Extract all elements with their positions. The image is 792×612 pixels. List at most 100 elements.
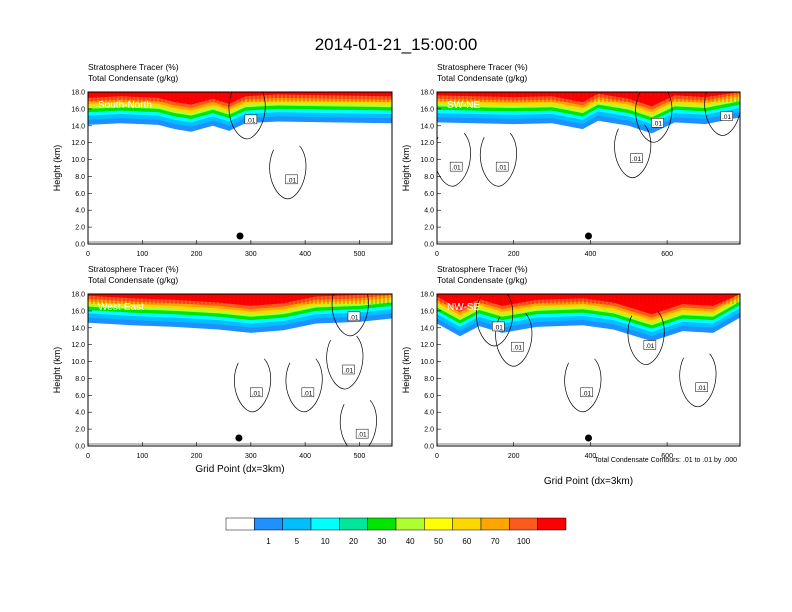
contour-label-box bbox=[250, 387, 263, 398]
plot-frame bbox=[87, 91, 393, 245]
y-tick-label: 8.0 bbox=[424, 376, 434, 383]
colorbar-swatch bbox=[367, 517, 397, 531]
cross-section-label: West-East bbox=[98, 302, 144, 313]
y-tick-label: 14.0 bbox=[420, 123, 434, 130]
colorbar-swatch bbox=[310, 517, 340, 531]
contour-label-box bbox=[511, 341, 524, 352]
colorbar-label: 70 bbox=[491, 537, 500, 546]
panel-top-left: .01 .01 South-North Stratosphere Tracer (%)… bbox=[52, 62, 393, 258]
y-tick-label: 16.0 bbox=[420, 106, 434, 113]
contour-label: .01 bbox=[632, 156, 641, 163]
contour-label: .01 bbox=[252, 390, 261, 397]
colorbar-swatch bbox=[339, 517, 368, 531]
plot-area-bottom-left: .01 .01 .01 .01 .01 bbox=[88, 294, 392, 446]
contour-label: .01 bbox=[358, 432, 367, 439]
plot-area-bottom-right: .01 .01 .01 .01 .01 bbox=[437, 294, 740, 445]
x-tick-label: 400 bbox=[585, 453, 597, 460]
contour-label: .01 bbox=[349, 314, 358, 321]
y-axis-label: Height (km) bbox=[52, 347, 62, 394]
x-tick-label: 600 bbox=[661, 453, 673, 460]
y-tick-label: 16.0 bbox=[71, 308, 85, 315]
panel-bottom-left: .01 .01 .01 .01 .01 West-East Stratosphere Tra… bbox=[52, 264, 393, 475]
y-tick-label: 2.0 bbox=[424, 427, 434, 434]
y-tick-label: 6.0 bbox=[75, 393, 85, 400]
y-tick-label: 8.0 bbox=[75, 174, 85, 181]
x-tick-label: 300 bbox=[245, 251, 257, 258]
panel-bottom-right: .01 .01 .01 .01 .01 NW-SE Stratosphere Tracer … bbox=[401, 264, 741, 487]
y-axis-label: Height (km) bbox=[401, 145, 411, 192]
colorbar-swatch bbox=[254, 517, 283, 531]
contour-label: .01 bbox=[582, 390, 591, 397]
contour-label: .01 bbox=[697, 385, 706, 392]
condensate-contour bbox=[476, 294, 514, 347]
y-axis-label: Height (km) bbox=[52, 145, 62, 192]
condensate-contour bbox=[627, 311, 665, 365]
y-tick-label: 10.0 bbox=[420, 359, 434, 366]
colorbar-swatch bbox=[282, 517, 312, 531]
y-axis-label: Height (km) bbox=[401, 347, 411, 394]
condensate-contour bbox=[339, 399, 377, 446]
cross-section-label: NW-SE bbox=[447, 302, 480, 313]
contour-label-box bbox=[695, 382, 708, 392]
colorbar: 1 5 10 20 30 40 50 60 70 100 bbox=[225, 517, 567, 546]
panel-title-line: Total Condensate (g/kg) bbox=[437, 73, 527, 83]
contour-label-box bbox=[720, 111, 733, 121]
condensate-contour bbox=[228, 92, 266, 140]
cross-section-label: SW-NE bbox=[447, 100, 480, 111]
x-tick-label: 100 bbox=[136, 453, 148, 460]
contour-label: .01 bbox=[303, 390, 312, 397]
contour-label-box bbox=[347, 311, 361, 322]
colorbar-label: 30 bbox=[377, 537, 386, 546]
panel-title-line: Stratosphere Tracer (%) bbox=[437, 62, 528, 72]
contour-label-box bbox=[495, 161, 509, 172]
x-tick-label: 400 bbox=[299, 453, 311, 460]
figure-title: 2014-01-21_15:00:00 bbox=[315, 35, 478, 54]
plot-area-top-right: .01 .01 .01 .01 .01 bbox=[437, 92, 740, 243]
colorbar-label: 100 bbox=[517, 537, 531, 546]
colorbar-swatch bbox=[537, 517, 567, 531]
contour-label-box bbox=[492, 321, 505, 332]
y-tick-label: 8.0 bbox=[424, 174, 434, 181]
x-axis-label: Grid Point (dx=3km) bbox=[195, 464, 284, 475]
contour-label-box bbox=[301, 387, 315, 398]
contour-label: .01 bbox=[722, 114, 731, 121]
y-tick-label: 6.0 bbox=[424, 393, 434, 400]
condensate-contour bbox=[635, 92, 673, 143]
x-tick-label: 0 bbox=[86, 453, 90, 460]
y-tick-label: 16.0 bbox=[71, 106, 85, 113]
y-tick-label: 6.0 bbox=[424, 191, 434, 198]
x-tick-label: 200 bbox=[191, 251, 203, 258]
colorbar-swatch bbox=[395, 517, 425, 531]
x-tick-label: 0 bbox=[435, 453, 439, 460]
colorbar-label: 50 bbox=[434, 537, 443, 546]
y-tick-label: 8.0 bbox=[75, 376, 85, 383]
contour-label-box bbox=[651, 117, 664, 128]
y-tick-label: 0.0 bbox=[75, 444, 85, 451]
contour-label-box bbox=[285, 174, 298, 185]
contour-label-box bbox=[630, 153, 643, 163]
y-tick-label: 12.0 bbox=[71, 342, 85, 349]
panel-title-line: Total Condensate (g/kg) bbox=[437, 275, 527, 285]
contour-label-box bbox=[580, 387, 593, 398]
condensate-contour bbox=[704, 92, 740, 136]
colorbar-label: 60 bbox=[462, 537, 471, 546]
y-tick-label: 4.0 bbox=[75, 410, 85, 417]
condensate-contour bbox=[614, 124, 652, 179]
y-tick-label: 16.0 bbox=[420, 308, 434, 315]
x-tick-label: 500 bbox=[354, 251, 366, 258]
location-marker bbox=[235, 434, 243, 442]
colorbar-swatch bbox=[509, 517, 538, 531]
colorbar-label: 1 bbox=[266, 537, 271, 546]
contour-label: .01 bbox=[452, 165, 461, 172]
contour-label: .01 bbox=[494, 324, 503, 331]
contour-label: .01 bbox=[513, 345, 522, 352]
x-axis-label: Grid Point (dx=3km) bbox=[544, 476, 633, 487]
y-tick-label: 2.0 bbox=[75, 225, 85, 232]
plot-frame bbox=[87, 293, 393, 447]
contour-label-box bbox=[244, 114, 258, 125]
contour-label-box bbox=[449, 161, 463, 172]
contour-footnote: Total Condensate Contours: .01 to .01 by… bbox=[594, 457, 737, 464]
contour-label: .01 bbox=[645, 343, 654, 350]
plot-area-top-left: .01 .01 bbox=[88, 92, 392, 243]
